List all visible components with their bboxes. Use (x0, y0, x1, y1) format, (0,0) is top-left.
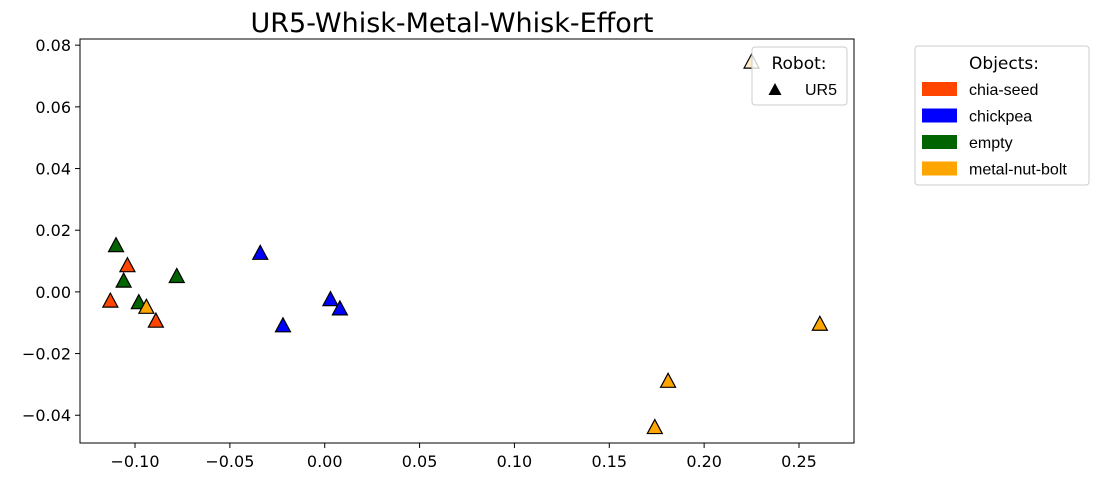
plot-area-frame (79, 38, 855, 444)
data-point-empty-2 (130, 293, 148, 310)
data-point-empty-1 (115, 271, 133, 288)
robot-legend-triangle-icon (768, 83, 782, 95)
x-tick-label: 0.05 (402, 452, 438, 471)
legend-label-metal-nut-bolt: metal-nut-bolt (969, 162, 1067, 179)
objects-legend-title: Objects: (969, 54, 1039, 74)
y-tick-label: 0.02 (35, 221, 71, 240)
data-points (101, 52, 829, 435)
legend-label-chickpea: chickpea (969, 109, 1032, 126)
x-tick-label: 0.20 (686, 452, 722, 471)
robot-legend-label: UR5 (805, 82, 837, 99)
x-tick-label: −0.10 (110, 452, 159, 471)
objects-legend: Objects: chia-seed chickpea empty metal-nut… (914, 45, 1090, 186)
data-point-chickpea-3 (331, 299, 349, 316)
data-point-metal-nut-bolt-1 (646, 418, 664, 435)
data-point-chia-seed-0 (101, 291, 119, 308)
data-point-empty-0 (107, 236, 125, 253)
y-tick-label: −0.02 (22, 345, 71, 364)
data-point-chia-seed-1 (118, 256, 136, 273)
x-axis-ticks: −0.10 −0.05 0.00 0.05 0.10 0.15 0.20 0.25 (110, 443, 817, 471)
y-tick-label: 0.06 (35, 98, 71, 117)
chart-title: UR5-Whisk-Metal-Whisk-Effort (251, 8, 654, 39)
data-point-metal-nut-bolt-0 (137, 298, 155, 314)
robot-legend: Robot: UR5 (751, 46, 848, 106)
data-point-metal-nut-bolt-2 (659, 372, 677, 388)
y-tick-label: 0.00 (35, 283, 71, 302)
legend-swatch-metal-nut-bolt (922, 161, 957, 176)
x-tick-label: −0.05 (205, 452, 254, 471)
y-tick-label: 0.08 (35, 36, 71, 55)
x-tick-label: 0.00 (307, 452, 343, 471)
data-point-metal-nut-bolt-3 (811, 314, 829, 331)
data-point-chia-seed-2 (147, 311, 165, 328)
data-point-chickpea-1 (274, 316, 292, 333)
y-tick-label: 0.04 (35, 160, 71, 179)
y-tick-label: −0.04 (22, 406, 71, 425)
legend-swatch-empty (922, 135, 957, 149)
y-axis-ticks: −0.04 −0.02 0.00 0.02 0.04 0.06 0.08 (22, 36, 80, 425)
legend-label-empty: empty (969, 135, 1013, 152)
x-tick-label: 0.15 (591, 452, 627, 471)
data-point-empty-3 (168, 267, 186, 284)
x-tick-label: 0.10 (497, 452, 533, 471)
data-point-chickpea-0 (251, 244, 269, 260)
legend-swatch-chickpea (922, 108, 957, 123)
legend-swatch-chia-seed (922, 82, 957, 96)
objects-legend-box (914, 45, 1090, 186)
robot-legend-title: Robot: (771, 54, 826, 74)
x-tick-label: 0.25 (781, 452, 817, 471)
data-point-chickpea-2 (321, 290, 339, 307)
legend-label-chia-seed: chia-seed (969, 82, 1038, 99)
